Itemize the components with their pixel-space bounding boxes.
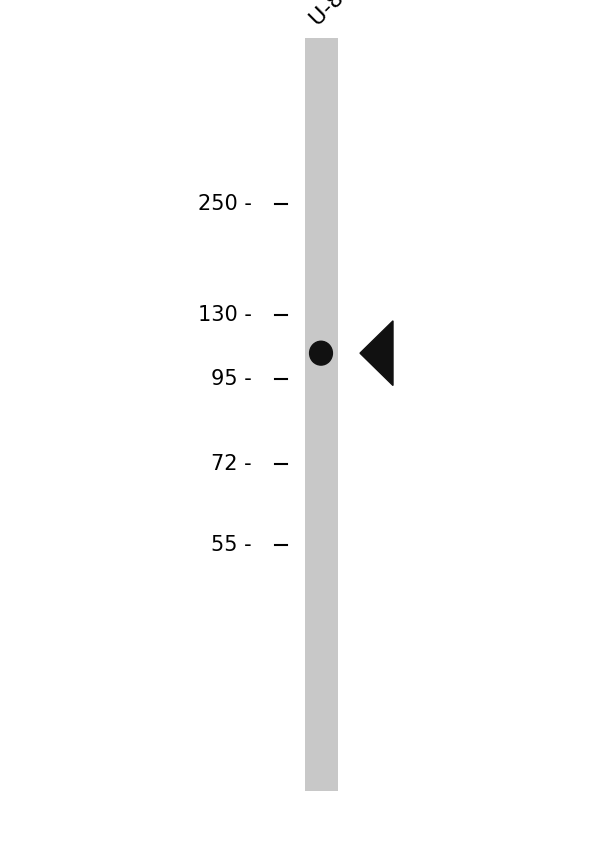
Text: 72 -: 72 - xyxy=(211,454,252,474)
Text: 55 -: 55 - xyxy=(211,534,252,555)
Text: U-87 MG: U-87 MG xyxy=(307,0,389,30)
Ellipse shape xyxy=(310,341,332,365)
Text: 130 -: 130 - xyxy=(198,305,252,325)
Text: 95 -: 95 - xyxy=(211,368,252,389)
Bar xyxy=(305,38,338,791)
Polygon shape xyxy=(360,321,393,386)
Text: 250 -: 250 - xyxy=(198,194,252,214)
